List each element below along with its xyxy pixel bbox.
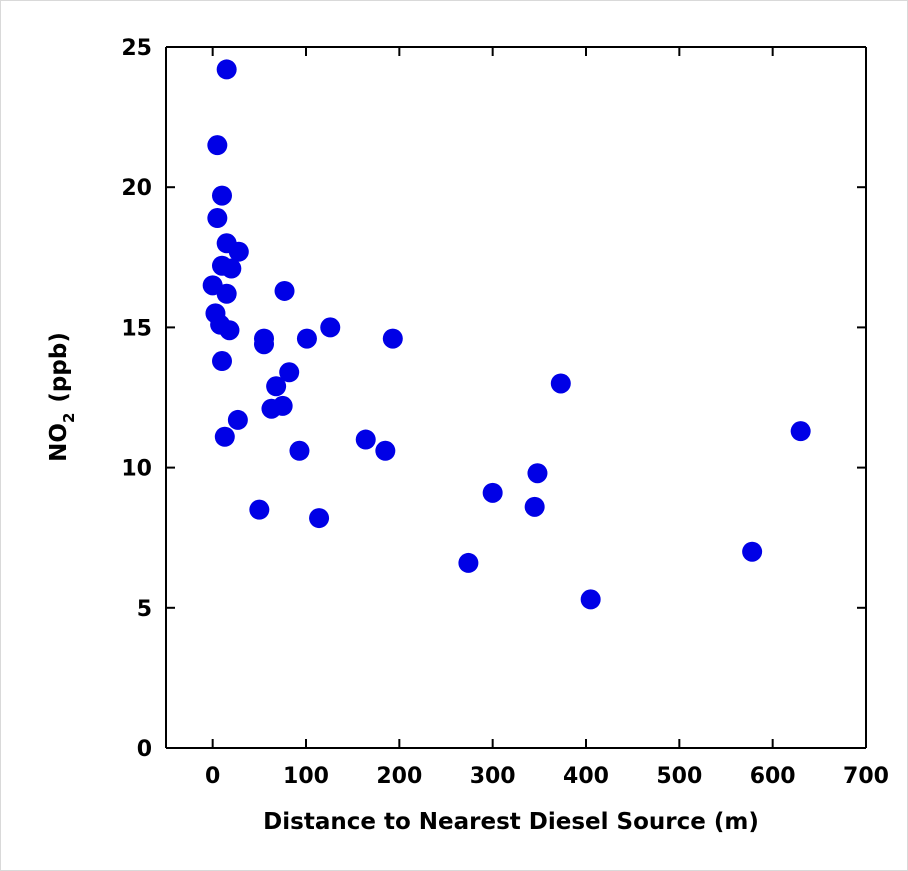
data-point [207,208,227,228]
x-tick-label: 700 [843,764,889,789]
data-point [215,427,235,447]
data-point [228,410,248,430]
data-point [525,497,545,517]
data-point [320,317,340,337]
y-axis-ticks: 0 5 10 15 20 25 [121,36,866,762]
data-point [212,186,232,206]
data-point [266,376,286,396]
data-point [791,421,811,441]
data-point [383,329,403,349]
y-axis-title-subscript: 2 [60,413,78,423]
y-tick-label: 0 [137,737,152,762]
data-point [254,334,274,354]
x-tick-label: 100 [283,764,329,789]
data-point [212,351,232,371]
data-point [581,589,601,609]
data-points [203,59,811,609]
data-point [275,281,295,301]
y-tick-label: 20 [121,176,152,201]
data-point [527,463,547,483]
data-point [217,59,237,79]
x-tick-label: 600 [750,764,796,789]
data-point [297,329,317,349]
x-tick-label: 500 [656,764,702,789]
y-tick-label: 5 [137,597,152,622]
data-point [249,500,269,520]
data-point [483,483,503,503]
data-point [289,441,309,461]
data-point [217,284,237,304]
data-point [309,508,329,528]
y-axis-title: NO2 (ppb) [46,332,78,462]
y-tick-label: 25 [121,36,152,61]
data-point [273,396,293,416]
data-point [742,542,762,562]
data-point [221,259,241,279]
data-point [219,320,239,340]
x-axis-title: Distance to Nearest Diesel Source (m) [263,809,759,835]
data-point [458,553,478,573]
plot-axes [166,47,866,748]
x-tick-label: 300 [470,764,516,789]
y-axis-title-unit: (ppb) [46,332,72,402]
data-point [356,430,376,450]
y-axis-title-main: NO [46,423,72,462]
data-point [207,135,227,155]
data-point [551,373,571,393]
y-tick-label: 15 [121,316,152,341]
x-tick-label: 0 [205,764,220,789]
x-axis-ticks: 0 100 200 300 400 500 600 700 [205,47,889,789]
x-tick-label: 200 [376,764,422,789]
data-point [375,441,395,461]
x-tick-label: 400 [563,764,609,789]
y-tick-label: 10 [121,457,152,482]
